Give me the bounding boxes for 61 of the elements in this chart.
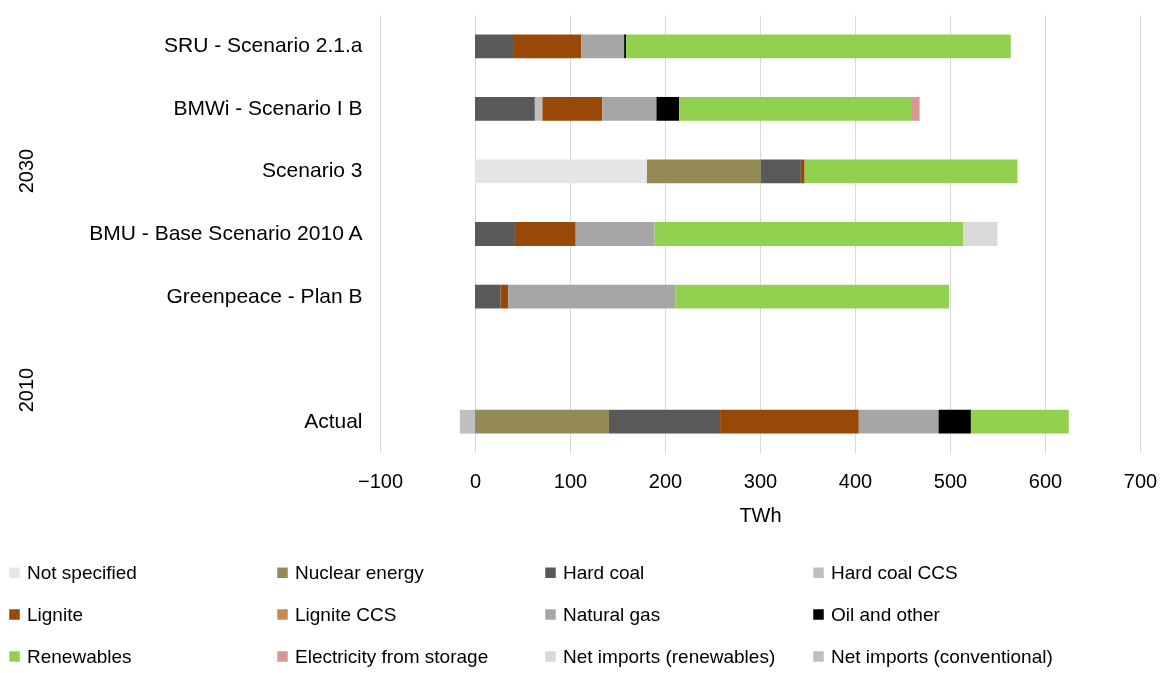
legend-label: Net imports (renewables) — [563, 645, 776, 667]
bar — [475, 409, 609, 434]
bar — [675, 284, 950, 309]
x-tick-label: 100 — [553, 469, 588, 492]
bar — [656, 96, 680, 121]
bar — [475, 159, 647, 184]
bar — [626, 34, 1011, 59]
bar — [912, 96, 920, 121]
x-tick-label: 700 — [1123, 469, 1158, 492]
x-tick-label: 200 — [648, 469, 683, 492]
bar — [679, 96, 912, 121]
bar — [646, 159, 761, 184]
legend-label: Renewables — [27, 645, 132, 667]
legend-label: Natural gas — [563, 603, 661, 625]
bar — [804, 159, 1018, 184]
bar — [475, 96, 535, 121]
bar — [760, 159, 801, 184]
y-tick-label: SRU - Scenario 2.1.a — [164, 33, 363, 57]
x-axis-title: TWh — [739, 503, 782, 526]
bar — [575, 222, 655, 246]
y-tick-label: Greenpeace - Plan B — [166, 283, 363, 307]
bar — [581, 34, 625, 59]
bar — [514, 222, 576, 246]
bar — [542, 96, 603, 121]
bar — [508, 284, 676, 309]
bar — [938, 409, 971, 434]
bar — [534, 96, 543, 121]
x-tick-label: 0 — [469, 469, 482, 492]
y-tick-label: Actual — [304, 408, 363, 432]
legend-label: Not specified — [27, 561, 137, 583]
bar — [963, 222, 998, 246]
bar — [800, 159, 805, 184]
bar — [654, 222, 964, 246]
y-tick-label: BMU - Base Scenario 2010 A — [89, 221, 363, 244]
bar — [858, 409, 939, 434]
bar — [970, 409, 1069, 434]
bar — [459, 409, 475, 434]
legend-label: Nuclear energy — [295, 561, 425, 583]
bar — [475, 222, 515, 246]
legend-label: Lignite CCS — [295, 603, 397, 625]
bar — [602, 96, 657, 121]
legend-label: Hard coal — [563, 561, 645, 583]
bar — [608, 409, 721, 434]
text: 2010 — [15, 367, 37, 413]
y-tick-label: Scenario 3 — [262, 158, 363, 182]
x-tick-label: 300 — [743, 469, 778, 492]
text: 2030 — [15, 148, 37, 194]
x-tick-label: 500 — [933, 469, 968, 492]
bar — [720, 409, 859, 434]
bar — [513, 34, 582, 59]
legend-label: Hard coal CCS — [831, 561, 958, 583]
x-tick-label: −100 — [357, 469, 404, 492]
legend-label: Lignite — [27, 603, 83, 625]
x-tick-label: 600 — [1028, 469, 1063, 492]
x-tick-label: 400 — [838, 469, 873, 492]
bar — [475, 34, 514, 59]
y-tick-label: BMWi - Scenario I B — [173, 95, 363, 119]
legend-label: Oil and other — [831, 603, 941, 625]
legend-label: Electricity from storage — [295, 645, 489, 667]
bar — [475, 284, 501, 309]
legend-label: Net imports (conventional) — [831, 645, 1053, 667]
